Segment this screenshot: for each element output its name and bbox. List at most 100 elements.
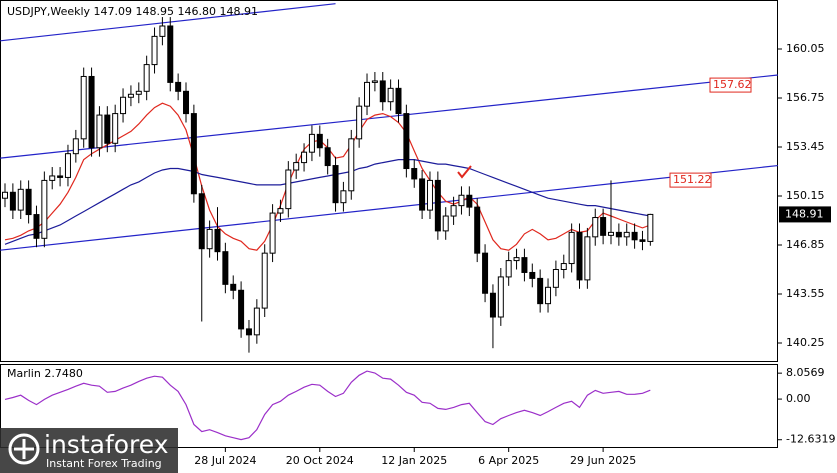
candle-body: [104, 114, 111, 144]
candle-body: [41, 179, 48, 239]
chart-title: USDJPY,Weekly 147.09 148.95 146.80 148.9…: [7, 5, 258, 18]
candle-body: [159, 25, 166, 37]
candle-body: [120, 96, 127, 115]
y-tick-label: 140.25: [786, 336, 825, 349]
price-box: [779, 206, 831, 223]
indicator-label: Marlin 2.7480: [7, 367, 83, 380]
y-tick-label: 160.05: [786, 42, 825, 55]
candle-body: [316, 133, 323, 149]
plot-area: [0, 3, 778, 353]
candle-body: [623, 231, 630, 238]
moving-average: [4, 159, 651, 245]
candle-body: [222, 251, 229, 285]
candle-body: [568, 231, 575, 265]
axes: 160.05 156.75 153.45 150.15 146.85 143.55 140.…: [194, 42, 835, 467]
candle-body: [88, 75, 95, 149]
indicator-tick-label: 0.00: [786, 392, 811, 405]
candle-body: [395, 87, 402, 115]
indicator-line: [4, 370, 651, 441]
candle-body: [560, 263, 567, 270]
candle-body: [521, 257, 528, 273]
candle-body: [96, 114, 103, 149]
candle-body: [639, 239, 646, 242]
level-label-box: [669, 172, 712, 188]
candle-body: [230, 283, 237, 291]
watermark-icon: [8, 433, 40, 465]
candle-body: [545, 286, 552, 305]
candle-body: [474, 206, 481, 254]
candle-body: [537, 277, 544, 305]
candle-body: [497, 276, 504, 318]
candle-body: [450, 205, 457, 217]
candle-body: [269, 212, 276, 254]
y-tick-label: 153.45: [786, 140, 825, 153]
level-label-box: [709, 77, 752, 93]
candle-body: [584, 236, 591, 281]
candle-body: [607, 231, 614, 236]
candle-body: [301, 151, 308, 164]
candle-body: [238, 289, 245, 330]
y-tick-label: 150.15: [786, 189, 825, 202]
check-mark: [457, 165, 472, 179]
candle-body: [356, 105, 363, 140]
candle-body: [57, 175, 64, 178]
y-tick-label: 156.75: [786, 91, 825, 104]
candle-body: [151, 35, 158, 66]
candle-body: [592, 217, 599, 238]
candle-body: [411, 168, 418, 180]
candle-body: [9, 191, 16, 211]
candle-body: [143, 64, 150, 92]
candle-body: [324, 147, 331, 167]
candle-body: [183, 90, 190, 115]
candle-body: [466, 194, 473, 208]
candle-body: [277, 208, 284, 214]
candle-body: [293, 162, 300, 171]
candle-body: [647, 213, 654, 242]
candle-body: [190, 113, 197, 195]
candle-body: [419, 178, 426, 211]
x-tick-label: 29 Jun 2025: [570, 454, 636, 467]
candle-body: [214, 228, 221, 253]
candle-body: [308, 133, 315, 153]
candle-body: [576, 231, 583, 281]
candle-body: [505, 260, 512, 278]
trendline: [0, 3, 336, 42]
candle-body: [285, 169, 292, 210]
candle-body: [631, 231, 638, 241]
candle-body: [403, 113, 410, 170]
candle-body: [261, 252, 268, 309]
watermark: instaforex Instant Forex Trading: [0, 428, 178, 473]
indicator-tick-label: 8.0569: [786, 366, 825, 379]
candle-body: [167, 25, 174, 83]
candle-body: [482, 252, 489, 294]
y-tick-label: 146.85: [786, 238, 825, 251]
candle-body: [513, 257, 520, 262]
candle-body: [135, 90, 142, 95]
x-tick-label: 6 Apr 2025: [478, 454, 539, 467]
candle-body: [489, 292, 496, 318]
x-tick-label: 12 Jan 2025: [381, 454, 447, 467]
candle-body: [600, 217, 607, 236]
watermark-tagline: Instant Forex Trading: [46, 457, 162, 470]
candle-body: [364, 81, 371, 107]
candle-body: [175, 81, 182, 92]
candle-body: [17, 188, 24, 211]
candle-body: [127, 93, 134, 98]
candle-body: [25, 188, 32, 216]
candle-body: [458, 194, 465, 207]
price-box-label: 148.91: [785, 207, 824, 220]
candle-body: [206, 228, 213, 250]
candle-body: [33, 214, 40, 239]
candle-body: [253, 307, 260, 336]
y-tick-label: 143.55: [786, 287, 825, 300]
candle-body: [371, 80, 378, 83]
candle-body: [72, 138, 79, 155]
x-tick-label: 28 Jul 2024: [194, 454, 256, 467]
level-label: 151.22: [673, 173, 712, 186]
candle-body: [49, 175, 56, 181]
main-frame: [0, 0, 778, 362]
candle-body: [112, 113, 119, 144]
candle-body: [529, 271, 536, 279]
candle-body: [198, 193, 205, 250]
